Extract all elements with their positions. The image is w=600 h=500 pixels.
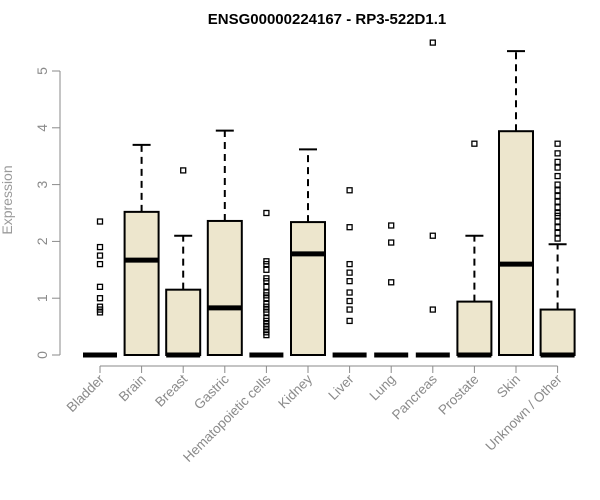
box-rect [206,219,243,356]
outlier-point [346,269,353,276]
x-tick-label-unknown-other: Unknown / Other [482,371,565,454]
outlier-point [263,209,270,217]
outlier-point [346,278,353,285]
box-rect [498,130,534,356]
box-kidney [290,148,326,356]
outlier-point [554,140,561,147]
outlier-point [180,167,187,174]
outlier-point [388,279,395,286]
y-tick-label: 3 [34,180,50,188]
outlier-point [263,314,270,322]
outlier-point [471,140,478,147]
y-tick-label: 4 [34,124,50,132]
x-tick-label-kidney: Kidney [275,371,315,411]
x-tick-label-pancreas: Pancreas [389,371,440,422]
outlier-point [554,235,561,242]
outlier-point [346,297,353,305]
outlier-point [429,306,436,313]
box-rect [539,308,576,356]
outlier-point [96,260,104,268]
outlier-point [346,306,353,313]
box-hematopoietic-cells [249,209,284,358]
box-rect [165,288,202,356]
outlier-point [554,192,561,200]
box-rect [456,300,493,356]
outlier-point [554,187,561,194]
outlier-point [554,218,561,225]
outlier-point [429,232,436,239]
outlier-point [388,239,395,246]
outlier-point [554,158,561,166]
outlier-point [96,252,104,259]
box-lung [374,222,409,358]
box-gastric [206,129,243,356]
box-bladder [83,218,117,358]
box-liver [332,187,367,358]
x-tick-label-bladder: Bladder [64,371,108,415]
outlier-point [263,289,270,296]
outlier-point [96,303,104,310]
box-pancreas [415,39,450,358]
outlier-point [554,172,561,180]
box-rect [123,210,160,356]
outlier-point [263,266,270,273]
outlier-point [554,164,561,171]
x-tick-label-liver: Liver [325,371,357,403]
y-tick-label: 5 [34,67,50,75]
outlier-point [554,229,561,237]
outlier-point [263,283,270,290]
box-unknown-other [539,140,576,358]
outlier-point [263,258,270,265]
x-tick-label-gastric: Gastric [191,371,232,412]
outlier-point [554,198,561,205]
y-tick-label: 1 [34,294,50,302]
outlier-point [346,289,353,296]
x-tick-label-prostate: Prostate [435,372,481,418]
outlier-point [554,150,561,157]
outlier-point [263,275,270,282]
x-tick-label-breast: Breast [152,371,190,409]
chart-title: ENSG00000224167 - RP3-522D1.1 [208,11,447,28]
y-axis-label: Expression [0,165,15,234]
box-brain [123,143,160,356]
outlier-point [388,222,395,229]
outlier-point [346,224,353,231]
outlier-point [263,300,270,308]
box-prostate [456,140,493,358]
outlier-point [96,243,104,251]
boxes-layer [83,39,576,358]
outlier-point [346,260,353,268]
y-axis: 0 1 2 3 4 5 [34,67,61,359]
outlier-point [554,181,561,188]
x-tick-label-skin: Skin [494,372,523,401]
box-breast [165,167,202,358]
x-tick-label-lung: Lung [366,372,398,404]
box-rect [290,221,326,356]
x-tick-label-brain: Brain [116,372,149,405]
outlier-point [346,317,353,325]
box-skin [498,50,534,356]
outlier-point [346,187,353,194]
outlier-point [554,209,561,217]
outlier-point [96,283,104,290]
outlier-point [429,39,436,46]
outlier-point [554,204,561,211]
y-tick-label: 2 [34,237,50,245]
outlier-point [96,295,104,302]
outlier-point [96,218,104,225]
outlier-point [554,224,561,231]
y-tick-label: 0 [34,351,50,359]
